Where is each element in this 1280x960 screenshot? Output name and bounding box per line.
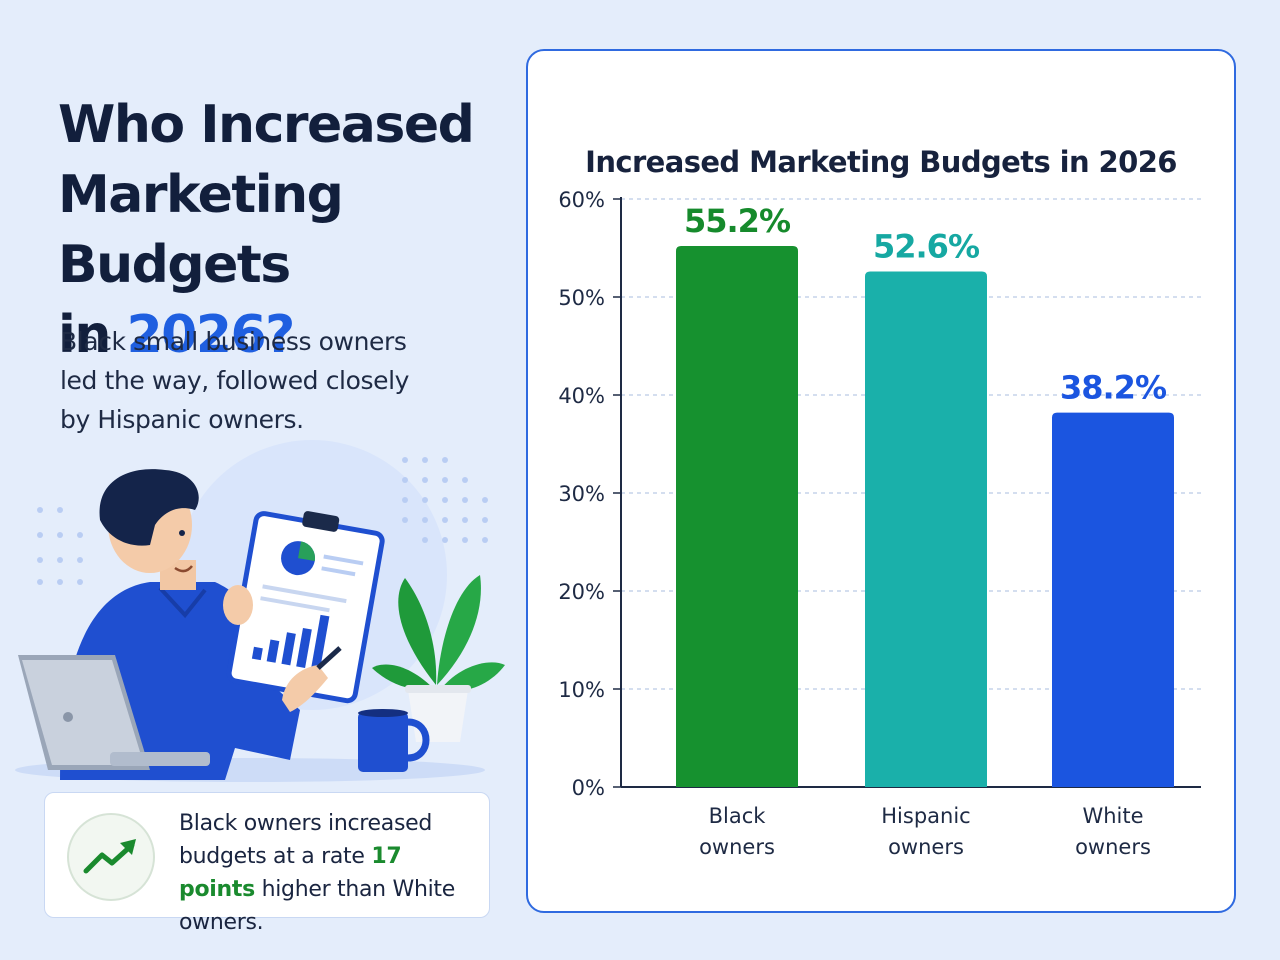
headline-year: 2026? xyxy=(126,305,295,365)
bar xyxy=(1052,412,1174,787)
y-tick-label: 40% xyxy=(558,384,605,408)
business-owner-illustration xyxy=(15,440,505,782)
bar-value-label: 55.2% xyxy=(684,202,791,240)
x-category-label: owners xyxy=(888,835,964,859)
bar xyxy=(676,246,798,788)
y-tick-label: 60% xyxy=(558,188,605,212)
headline-line-2: Marketing Budgets xyxy=(58,165,344,295)
callout-text-before: Black owners increased budgets at a rate xyxy=(179,811,433,869)
trend-up-icon xyxy=(67,813,155,901)
y-tick-label: 50% xyxy=(558,286,605,310)
bar-value-label: 38.2% xyxy=(1060,369,1167,407)
callout-text-after: higher than White owners. xyxy=(179,877,455,935)
y-tick-label: 0% xyxy=(572,776,605,800)
subtext: Black small business owners led the way,… xyxy=(60,327,410,434)
y-tick-label: 30% xyxy=(558,482,605,506)
bar xyxy=(865,271,987,787)
callout-highlight: 17 points xyxy=(179,844,402,902)
y-tick-label: 10% xyxy=(558,678,605,702)
x-category-label: owners xyxy=(699,835,775,859)
headline-line-3-prefix: in xyxy=(58,305,127,365)
y-tick-label: 20% xyxy=(558,580,605,604)
x-category-label: White xyxy=(1082,804,1143,828)
bar-value-label: 52.6% xyxy=(873,228,980,266)
bar-chart: 0% 10% 20% 30% 40% 50% 60% 55.2% Black owners 52.6… xyxy=(558,188,1201,859)
headline-line-1: Who Increased xyxy=(58,95,475,155)
headline-line-3: in 2026? xyxy=(58,300,518,370)
x-category-label: Black xyxy=(709,804,767,828)
headline: Who Increased Marketing Budgets in 2026? xyxy=(58,90,518,370)
callout-card: Black owners increased budgets at a rate… xyxy=(44,792,490,935)
x-category-label: Hispanic xyxy=(881,804,970,828)
callout-text: Black owners increased budgets at a rate… xyxy=(179,807,479,939)
chart-title: Increased Marketing Budgets in 2026 xyxy=(585,145,1177,179)
x-category-label: owners xyxy=(1075,835,1151,859)
